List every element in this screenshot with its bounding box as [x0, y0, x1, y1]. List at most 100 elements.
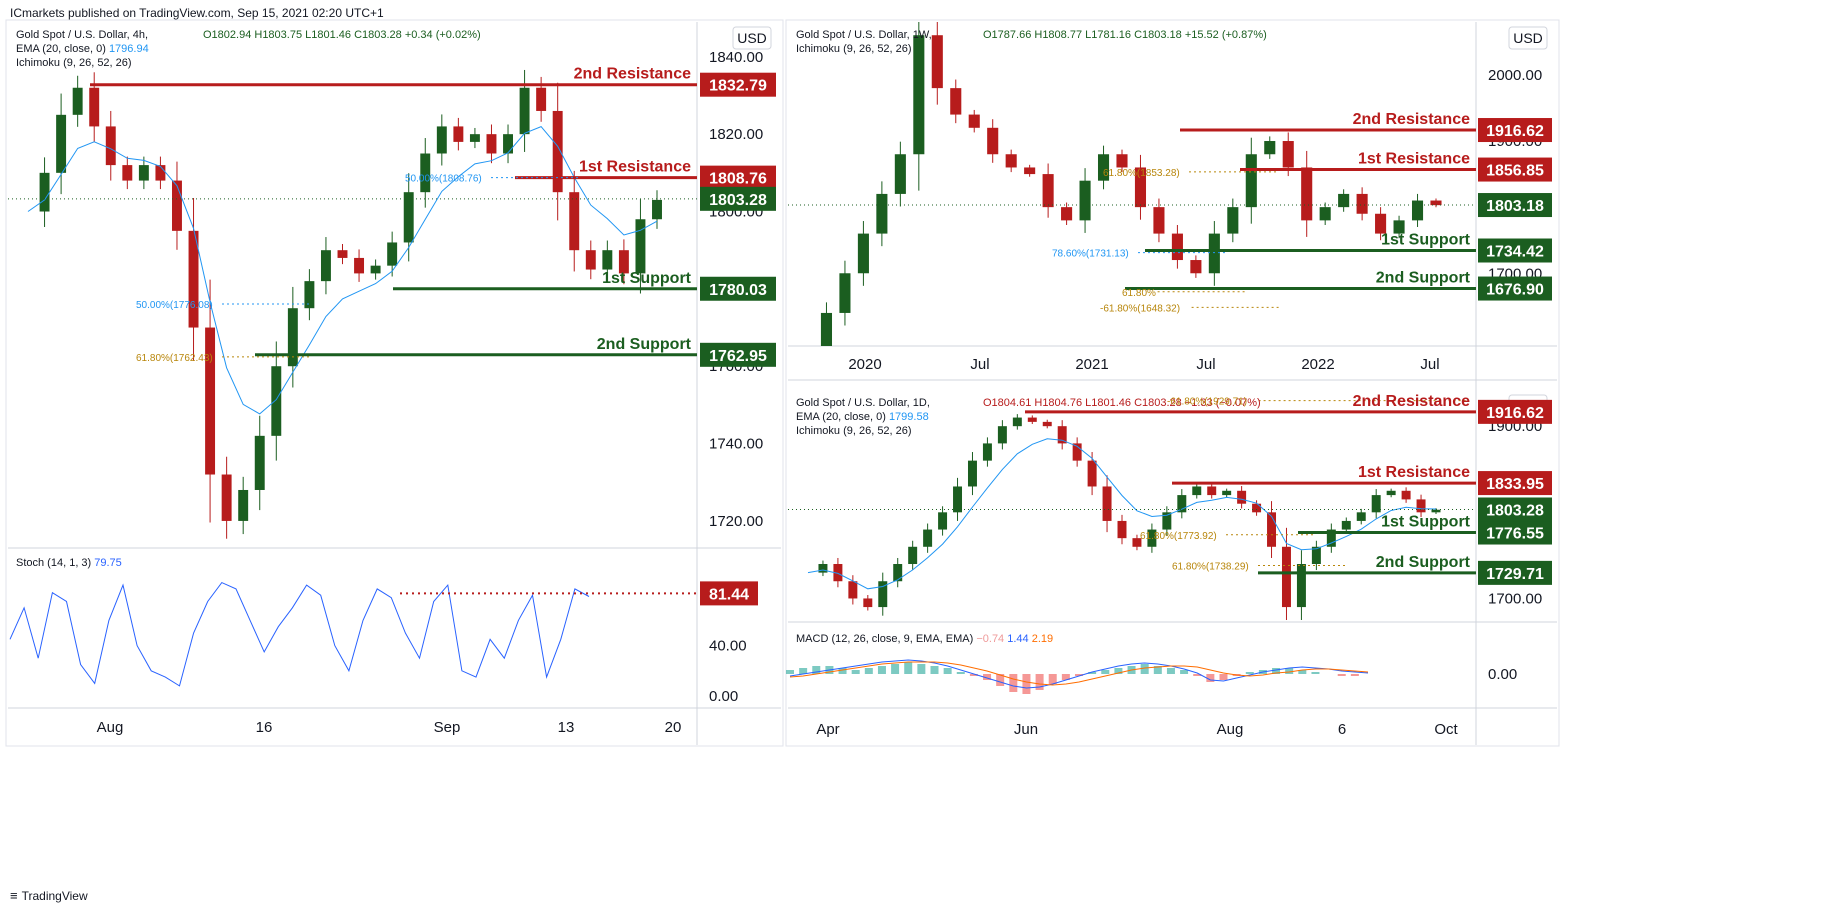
candle — [39, 172, 50, 212]
macd-histogram-bar — [996, 674, 1005, 686]
candle — [1042, 174, 1054, 208]
candle — [453, 126, 464, 142]
macd-histogram-bar — [983, 674, 992, 680]
level-name: 2nd Resistance — [1353, 111, 1470, 128]
level-price-label: 1734.42 — [1486, 244, 1544, 261]
y-tick-label: 1840.00 — [709, 49, 763, 66]
candle — [894, 154, 906, 194]
stoch-marker-label: 81.44 — [709, 586, 749, 603]
macd-histogram-bar — [1009, 674, 1018, 692]
currency-button — [1508, 26, 1548, 50]
candle — [938, 512, 948, 530]
candle — [1227, 207, 1239, 234]
x-tick-label: Jun — [1014, 721, 1038, 738]
level-name: 1st Support — [602, 270, 692, 287]
candle — [387, 242, 398, 266]
last-price-box — [1478, 497, 1552, 522]
candle — [863, 598, 873, 608]
level-name: 1st Support — [1381, 514, 1471, 531]
candle — [968, 114, 980, 128]
tradingview-logo[interactable]: TradingView — [21, 888, 88, 903]
candle — [436, 126, 447, 154]
candle — [848, 581, 858, 599]
candle — [1296, 564, 1306, 608]
level-price-label: 1808.76 — [709, 171, 767, 188]
macd-label: MACD (12, 26, close, 9, EMA, EMA) −0.74 … — [796, 633, 1053, 645]
level-price-label: 1856.85 — [1486, 163, 1544, 180]
candle — [857, 233, 869, 274]
x-tick-label: 2022 — [1301, 356, 1334, 373]
fib-label: -61.80%(1648.32) — [1100, 303, 1180, 314]
candle — [893, 564, 903, 582]
macd-tick-label: 0.00 — [1488, 666, 1517, 683]
x-tick-label: 16 — [256, 719, 273, 736]
candle — [1190, 260, 1202, 274]
macd-histogram-bar — [1101, 670, 1110, 674]
macd-histogram-bar — [1114, 668, 1123, 674]
y-tick-label: 2000.00 — [1488, 67, 1542, 84]
macd-histogram-bar — [1140, 664, 1149, 674]
candle — [1057, 426, 1067, 444]
macd-histogram-bar — [891, 664, 900, 674]
candle — [1207, 486, 1217, 496]
candle — [1341, 520, 1351, 530]
candle — [469, 134, 480, 142]
candle — [1208, 233, 1220, 274]
chart-title: Gold Spot / U.S. Dollar, 1D, — [796, 397, 930, 409]
candle — [585, 250, 596, 270]
candle — [1267, 512, 1277, 547]
candle — [1393, 220, 1405, 234]
candle — [1356, 512, 1366, 521]
candle — [304, 281, 315, 309]
candle — [1281, 546, 1291, 608]
x-tick-label: Aug — [1217, 721, 1244, 738]
level-name: 1st Support — [1381, 232, 1471, 249]
indicator-label: Ichimoku (9, 26, 52, 26) — [796, 43, 912, 55]
macd-histogram-bar — [1245, 672, 1254, 674]
y-tick-label: 1820.00 — [709, 126, 763, 143]
level-price-box — [1478, 276, 1552, 301]
candle — [1134, 167, 1147, 208]
candle — [1097, 154, 1110, 181]
level-name: 2nd Resistance — [574, 66, 691, 83]
last-price-label: 1803.28 — [1486, 502, 1544, 519]
candle — [536, 87, 547, 111]
candle — [1338, 193, 1350, 208]
candle — [105, 126, 116, 166]
level-name: 1st Resistance — [1358, 151, 1470, 168]
candle — [1431, 509, 1441, 513]
macd-histogram-bar — [1206, 674, 1215, 682]
candle — [503, 134, 513, 154]
currency-button — [732, 26, 772, 50]
level-name: 1st Resistance — [579, 159, 691, 176]
macd-value: −0.74 — [976, 633, 1007, 645]
stoch-label: Stoch (14, 1, 3) 79.75 — [16, 557, 122, 569]
macd-histogram-bar — [1166, 668, 1175, 674]
candle — [1222, 490, 1232, 496]
candle — [820, 312, 833, 346]
candle — [1147, 529, 1157, 547]
indicator-value: 1799.58 — [889, 411, 929, 423]
macd-histogram-bar — [1180, 670, 1189, 674]
level-price-label: 1916.62 — [1486, 405, 1544, 422]
candle — [1411, 200, 1424, 221]
indicator-label: Ichimoku (9, 26, 52, 26) — [796, 425, 912, 437]
candle — [354, 257, 365, 274]
level-price-box — [700, 276, 776, 301]
macd-histogram-bar — [956, 672, 965, 674]
macd-histogram-bar — [1298, 670, 1307, 674]
candle — [1192, 486, 1202, 496]
candle — [1072, 443, 1082, 461]
x-tick-label: Jul — [1420, 356, 1439, 373]
candle — [923, 529, 933, 547]
level-price-box — [1478, 471, 1552, 496]
level-price-box — [1478, 560, 1552, 585]
candle — [287, 308, 298, 367]
level-price-label: 1676.90 — [1486, 282, 1544, 299]
candle — [569, 192, 580, 251]
level-price-box — [1478, 118, 1552, 143]
macd-histogram-bar — [1337, 674, 1346, 676]
candle — [122, 165, 133, 181]
candle — [172, 180, 182, 231]
candle — [337, 250, 348, 258]
